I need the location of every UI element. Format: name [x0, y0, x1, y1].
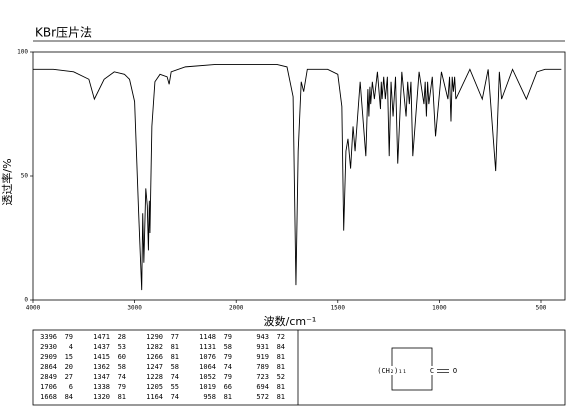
peak-transmittance: 81: [277, 393, 285, 401]
peak-wavenumber: 1205: [146, 383, 163, 391]
peak-wavenumber: 1415: [93, 353, 110, 361]
peak-wavenumber: 1064: [199, 363, 216, 371]
peak-transmittance: 77: [171, 333, 179, 341]
peak-transmittance: 74: [171, 373, 179, 381]
peak-transmittance: 79: [224, 373, 232, 381]
peak-transmittance: 79: [65, 333, 73, 341]
peak-wavenumber: 2930: [40, 343, 57, 351]
peak-transmittance: 53: [118, 343, 126, 351]
peak-transmittance: 72: [277, 333, 285, 341]
peak-transmittance: 58: [171, 363, 179, 371]
peak-transmittance: 81: [118, 393, 126, 401]
peak-wavenumber: 1131: [199, 343, 216, 351]
peak-transmittance: 55: [171, 383, 179, 391]
peak-transmittance: 60: [118, 353, 126, 361]
peak-wavenumber: 1290: [146, 333, 163, 341]
peak-transmittance: 79: [224, 333, 232, 341]
y-axis-label: 透过率/%: [0, 158, 14, 205]
y-tick-label: 50: [21, 173, 29, 180]
y-tick-label: 0: [24, 297, 28, 304]
peak-transmittance: 28: [118, 333, 126, 341]
spectrum-line: [33, 63, 562, 291]
peak-transmittance: 66: [224, 383, 232, 391]
peak-transmittance: 81: [224, 393, 232, 401]
peak-wavenumber: 1347: [93, 373, 110, 381]
peak-transmittance: 84: [65, 393, 73, 401]
peak-transmittance: 74: [224, 363, 232, 371]
x-tick-label: 4000: [26, 305, 41, 312]
peak-wavenumber: 789: [256, 363, 269, 371]
page-title: KBr压片法: [35, 26, 92, 40]
peak-wavenumber: 943: [256, 333, 269, 341]
peak-wavenumber: 1164: [146, 393, 163, 401]
ring-gap: [424, 366, 440, 375]
peak-transmittance: 81: [277, 383, 285, 391]
structure-atom: O: [453, 367, 457, 375]
peak-wavenumber: 1282: [146, 343, 163, 351]
peak-transmittance: 79: [118, 383, 126, 391]
x-tick-label: 1000: [432, 305, 447, 312]
table-frame: [32, 329, 566, 406]
peak-transmittance: 58: [118, 363, 126, 371]
peak-transmittance: 4: [69, 343, 73, 351]
peak-wavenumber: 1266: [146, 353, 163, 361]
peak-transmittance: 6: [69, 383, 73, 391]
peak-wavenumber: 3396: [40, 333, 57, 341]
peak-wavenumber: 931: [256, 343, 269, 351]
peak-wavenumber: 1668: [40, 393, 57, 401]
peak-transmittance: 20: [65, 363, 73, 371]
y-tick-label: 100: [17, 49, 28, 56]
peak-wavenumber: 1148: [199, 333, 216, 341]
peak-transmittance: 58: [224, 343, 232, 351]
plot-frame: [32, 51, 566, 301]
peak-wavenumber: 958: [203, 393, 216, 401]
peak-transmittance: 81: [171, 343, 179, 351]
x-axis-label: 波数/cm⁻¹: [264, 315, 317, 328]
peak-wavenumber: 1362: [93, 363, 110, 371]
peak-wavenumber: 1338: [93, 383, 110, 391]
peak-transmittance: 74: [118, 373, 126, 381]
ring-gap: [384, 366, 400, 375]
peak-wavenumber: 1052: [199, 373, 216, 381]
structure-group: C: [430, 367, 434, 375]
peak-wavenumber: 919: [256, 353, 269, 361]
peak-wavenumber: 1019: [199, 383, 216, 391]
peak-transmittance: 79: [224, 353, 232, 361]
peak-wavenumber: 1437: [93, 343, 110, 351]
peak-transmittance: 74: [171, 393, 179, 401]
peak-transmittance: 52: [277, 373, 285, 381]
peak-wavenumber: 723: [256, 373, 269, 381]
x-tick-label: 1500: [331, 305, 346, 312]
peak-wavenumber: 1076: [199, 353, 216, 361]
peak-wavenumber: 1320: [93, 393, 110, 401]
peak-transmittance: 15: [65, 353, 73, 361]
peak-wavenumber: 1228: [146, 373, 163, 381]
peak-wavenumber: 1706: [40, 383, 57, 391]
peak-wavenumber: 572: [256, 393, 269, 401]
peak-transmittance: 81: [171, 353, 179, 361]
peak-wavenumber: 1471: [93, 333, 110, 341]
x-tick-label: 500: [536, 305, 547, 312]
x-tick-label: 2000: [229, 305, 244, 312]
peak-wavenumber: 1247: [146, 363, 163, 371]
peak-transmittance: 27: [65, 373, 73, 381]
peak-wavenumber: 2849: [40, 373, 57, 381]
peak-transmittance: 84: [277, 343, 285, 351]
peak-wavenumber: 2909: [40, 353, 57, 361]
peak-wavenumber: 694: [256, 383, 269, 391]
structure-chain: (CH₂)₁₁: [377, 367, 407, 375]
peak-wavenumber: 2864: [40, 363, 57, 371]
x-tick-label: 3000: [127, 305, 142, 312]
peak-transmittance: 81: [277, 363, 285, 371]
peak-transmittance: 81: [277, 353, 285, 361]
